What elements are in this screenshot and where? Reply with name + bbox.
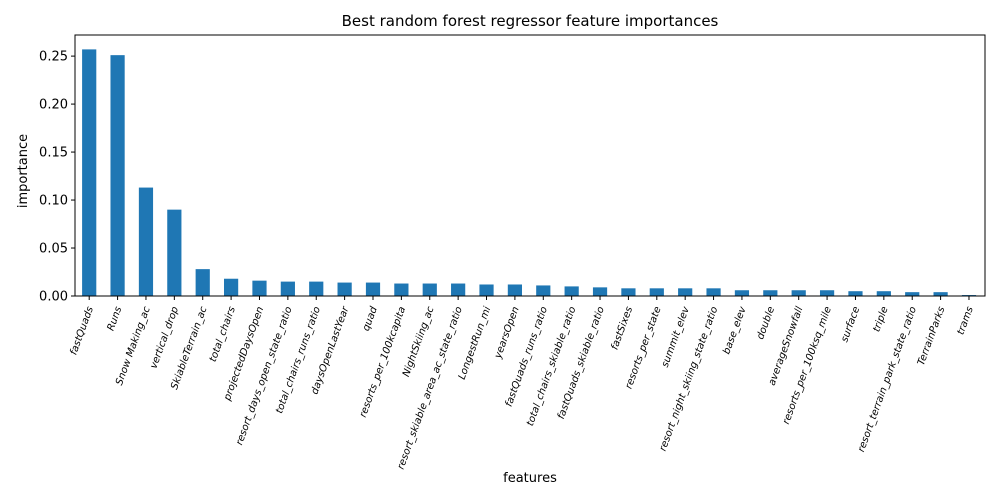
x-tick-label: summit_elev [660, 304, 693, 369]
bar-quad [365, 282, 381, 296]
x-tick-label: yearsOpen [492, 305, 521, 361]
y-tick-label: 0.20 [39, 98, 68, 113]
x-tick-label: double [755, 305, 777, 341]
y-axis-title: importance [16, 134, 31, 208]
bar-resort-skiable-area-ac-state-ratio [451, 283, 466, 296]
x-tick-label: fastQuads [68, 305, 96, 356]
y-tick-label: 0.15 [39, 146, 68, 161]
bar-resort-terrain-park-state-ratio [905, 292, 920, 296]
bar-triple [876, 291, 891, 296]
bar-double [763, 290, 778, 296]
x-tick-label: vertical_drop [149, 305, 182, 370]
bar-fastquads-runs-ratio [536, 285, 551, 296]
bar-total-chairs-skiable-ratio [564, 286, 579, 296]
x-tick-label: surface [839, 305, 862, 344]
x-tick-label: resort_night_skiing_state_ratio [658, 305, 721, 453]
x-tick-label: base_elev [721, 304, 749, 356]
y-tick-label: 0.00 [39, 290, 68, 305]
x-axis-title: features [503, 471, 557, 486]
bar-resorts-per-100ksq-mile [819, 290, 835, 296]
x-tick-label: fastSixes [609, 305, 635, 351]
x-tick-label: resort_days_open_state_ratio [234, 305, 294, 447]
bar-summit-elev [678, 288, 693, 296]
bar-terrainparks [933, 292, 948, 296]
bar-resort-night-skiing-state-ratio [706, 288, 721, 296]
bar-resort-days-open-state-ratio [280, 281, 295, 296]
y-tick-label: 0.10 [39, 194, 68, 209]
bar-projecteddaysopen [252, 280, 267, 296]
x-tick-label: Runs [106, 305, 125, 332]
bar-resorts-per-state [649, 288, 664, 296]
x-tick-label: quad [361, 305, 380, 333]
bar-fastsixes [621, 288, 636, 296]
x-tick-label: resort_skiable_area_ac_state_ratio [396, 305, 465, 471]
chart-title: Best random forest regressor feature imp… [342, 12, 719, 30]
bar-fastquads-skiable-ratio [592, 287, 608, 296]
x-tick-label: resort_terrain_park_state_ratio [856, 305, 919, 453]
y-tick-label: 0.05 [39, 242, 68, 257]
bar-surface [848, 291, 863, 296]
bar-daysopenlastyear [337, 282, 352, 296]
x-tick-label: TerrainParks [916, 305, 947, 367]
bar-total-chairs [224, 278, 239, 296]
bar-longestrun-mi [479, 284, 494, 296]
bar-averagesnowfall [791, 290, 806, 296]
bar-snow-making-ac [138, 187, 154, 296]
x-tick-label: trams [956, 305, 976, 336]
bar-yearsopen [507, 284, 522, 296]
bar-base-elev [734, 290, 750, 296]
bar-resorts-per-100kcapita [394, 283, 409, 296]
bar-nightskiing-ac [422, 283, 437, 296]
axes-frame [74, 34, 986, 297]
x-tick-label: total_chairs [208, 305, 238, 363]
bar-skiableterrain-ac [195, 269, 210, 296]
bar-vertical-drop [167, 209, 182, 296]
bar-runs [110, 55, 125, 297]
bar-total-chairs-runs-ratio [309, 281, 324, 296]
bar-fastquads [82, 49, 97, 296]
x-tick-label: triple [871, 305, 890, 333]
y-tick-label: 0.25 [39, 50, 68, 65]
